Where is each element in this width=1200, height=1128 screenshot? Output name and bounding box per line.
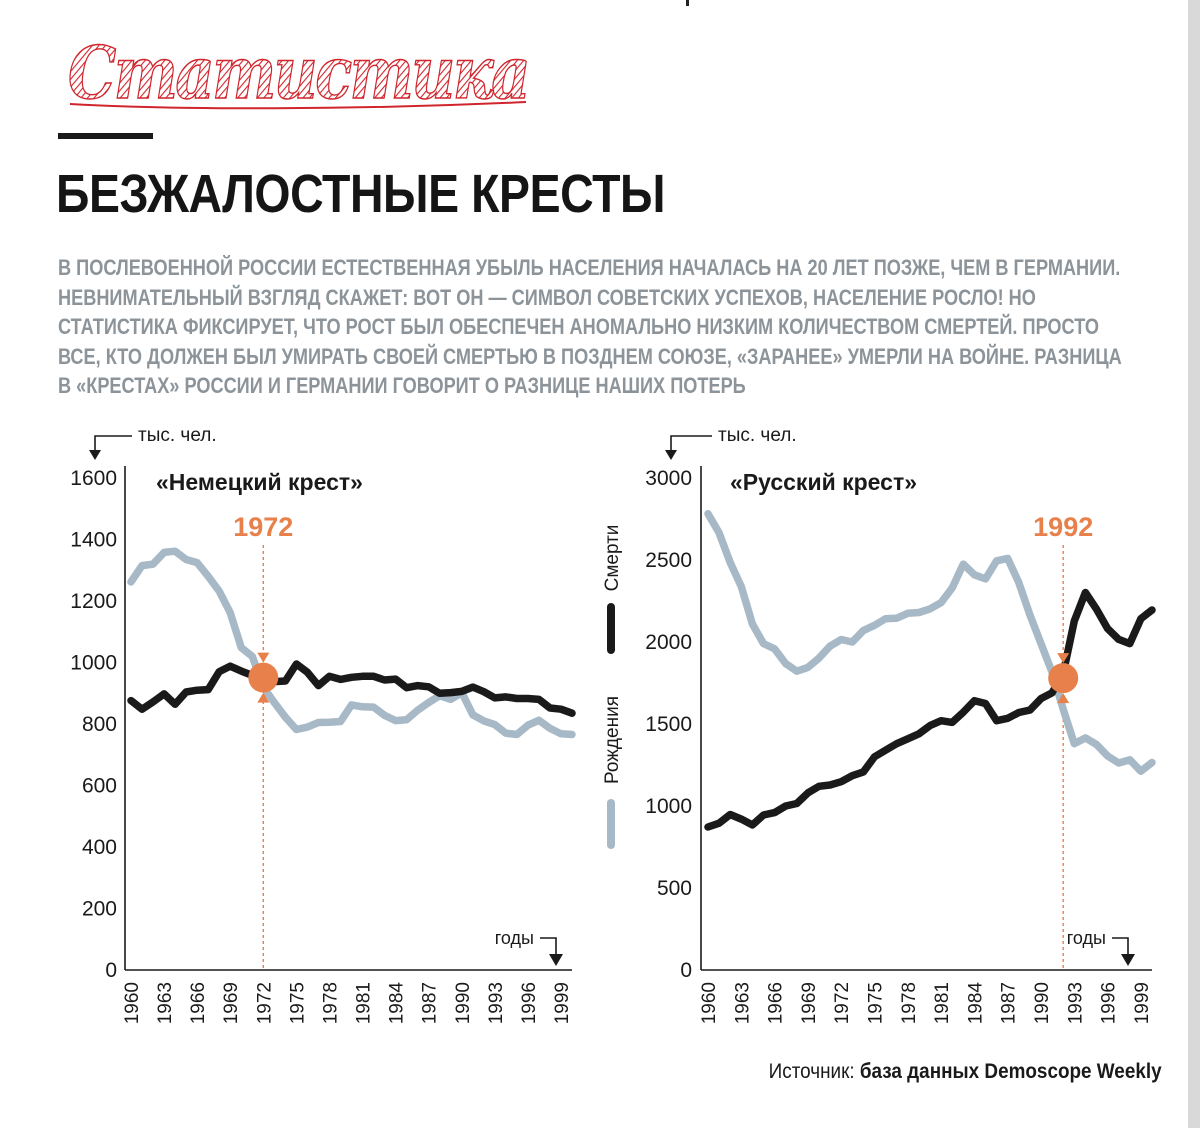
y-tick-label: 600 (82, 775, 117, 798)
top-tick-mark (686, 0, 689, 6)
y-unit-arrow-head (665, 450, 677, 460)
x-tick-label: 1984 (965, 982, 986, 1025)
y-tick-label: 1400 (70, 529, 117, 552)
section-divider (58, 133, 153, 139)
x-unit-arrow-head (549, 954, 563, 966)
x-tick-label: 1981 (932, 982, 953, 1024)
x-tick-label: 1990 (1032, 982, 1053, 1024)
x-tick-label: 1996 (1099, 982, 1120, 1024)
y-tick-label: 2500 (645, 549, 692, 572)
crossing-year-label: 1992 (1033, 512, 1093, 542)
y-tick-label: 200 (82, 898, 117, 921)
x-tick-label: 1963 (155, 982, 176, 1024)
x-tick-label: 1984 (387, 982, 408, 1025)
y-tick-label: 400 (82, 836, 117, 859)
x-tick-label: 1978 (899, 982, 920, 1024)
legend-label-deaths: Смерти (602, 525, 623, 592)
headline: БЕЗЖАЛОСТНЫЕ КРЕСТЫ (56, 164, 666, 224)
y-tick-label: 1200 (70, 590, 117, 613)
x-tick-label: 1999 (1132, 982, 1153, 1024)
x-axis-unit-label: годы (1067, 928, 1106, 948)
source-prefix: Источник: (769, 1060, 855, 1083)
chart-germany: тыс. чел. годы 0 200 400 600 800 1000 1200 1400 16… (70, 425, 576, 1025)
x-tick-label: 1969 (221, 982, 242, 1024)
source-line: Источник: база данных Demoscope Weekly (769, 1060, 1162, 1084)
series-line-births (127, 547, 576, 739)
x-tick-label: 1975 (866, 982, 887, 1024)
y-tick-label: 1500 (645, 713, 692, 736)
crossing-arrow-up (257, 692, 270, 703)
y-tick-label: 0 (105, 959, 117, 982)
x-tick-label: 1963 (732, 982, 753, 1024)
x-unit-arrow-line (540, 937, 557, 954)
chart-title: «Русский крест» (730, 469, 917, 495)
x-axis-unit-label: годы (495, 928, 534, 948)
y-tick-label: 800 (82, 713, 117, 736)
crossing-year-label: 1972 (233, 512, 293, 542)
rubric-logo: Статистика (67, 29, 531, 115)
x-tick-label: 1993 (1065, 982, 1086, 1024)
source-name: база данных Demoscope Weekly (860, 1060, 1162, 1083)
crossing-arrow-up (1057, 693, 1070, 704)
crossing-point-marker (1048, 663, 1079, 694)
series-line-births (704, 510, 1156, 775)
x-tick-label: 1960 (699, 982, 720, 1024)
x-tick-label: 1999 (552, 982, 573, 1024)
y-tick-label: 0 (680, 959, 692, 982)
crossing-arrow-down (1057, 653, 1070, 664)
x-tick-label: 1987 (420, 982, 441, 1024)
y-unit-arrow-line (670, 435, 712, 452)
legend: Смерти Рождения (602, 525, 623, 849)
y-tick-label: 2000 (645, 631, 692, 654)
rubric-text: Статистика (68, 30, 528, 115)
y-tick-label: 1600 (70, 467, 117, 490)
x-unit-arrow-head (1121, 954, 1135, 966)
x-tick-label: 1966 (188, 982, 209, 1024)
legend-label-births: Рождения (602, 696, 623, 784)
y-axis-unit-label: тыс. чел. (138, 425, 217, 446)
y-tick-label: 500 (657, 877, 692, 900)
rubric-underline-swash (69, 101, 527, 110)
y-axis-unit-label: тыс. чел. (718, 425, 797, 446)
crossing-arrow-down (257, 652, 270, 663)
lead-text: В послевоенной России естественная убыль… (58, 255, 1122, 399)
x-tick-label: 1987 (999, 982, 1020, 1024)
y-unit-arrow-head (89, 450, 101, 460)
x-tick-label: 1975 (287, 982, 308, 1024)
y-tick-label: 1000 (70, 652, 117, 675)
chart-russia: тыс. чел. годы 0 500 1000 1500 2000 2500 3000 196… (645, 425, 1156, 1025)
y-unit-arrow-line (94, 435, 132, 452)
x-tick-label: 1993 (486, 982, 507, 1024)
series-line-deaths (127, 660, 576, 717)
x-tick-label: 1960 (122, 982, 143, 1024)
y-tick-label: 1000 (645, 795, 692, 818)
x-unit-arrow-line (1112, 937, 1129, 954)
series-line-deaths (704, 588, 1156, 831)
x-tick-label: 1972 (832, 982, 853, 1024)
page-edge-bar (1188, 0, 1200, 1128)
x-tick-label: 1990 (453, 982, 474, 1024)
x-tick-label: 1969 (799, 982, 820, 1024)
y-tick-label: 3000 (645, 467, 692, 490)
x-tick-label: 1996 (519, 982, 540, 1024)
crossing-point-marker (248, 662, 279, 693)
x-tick-label: 1981 (354, 982, 375, 1024)
x-tick-label: 1966 (766, 982, 787, 1024)
x-tick-label: 1978 (320, 982, 341, 1024)
x-tick-label: 1972 (254, 982, 275, 1024)
chart-title: «Немецкий крест» (156, 469, 363, 495)
